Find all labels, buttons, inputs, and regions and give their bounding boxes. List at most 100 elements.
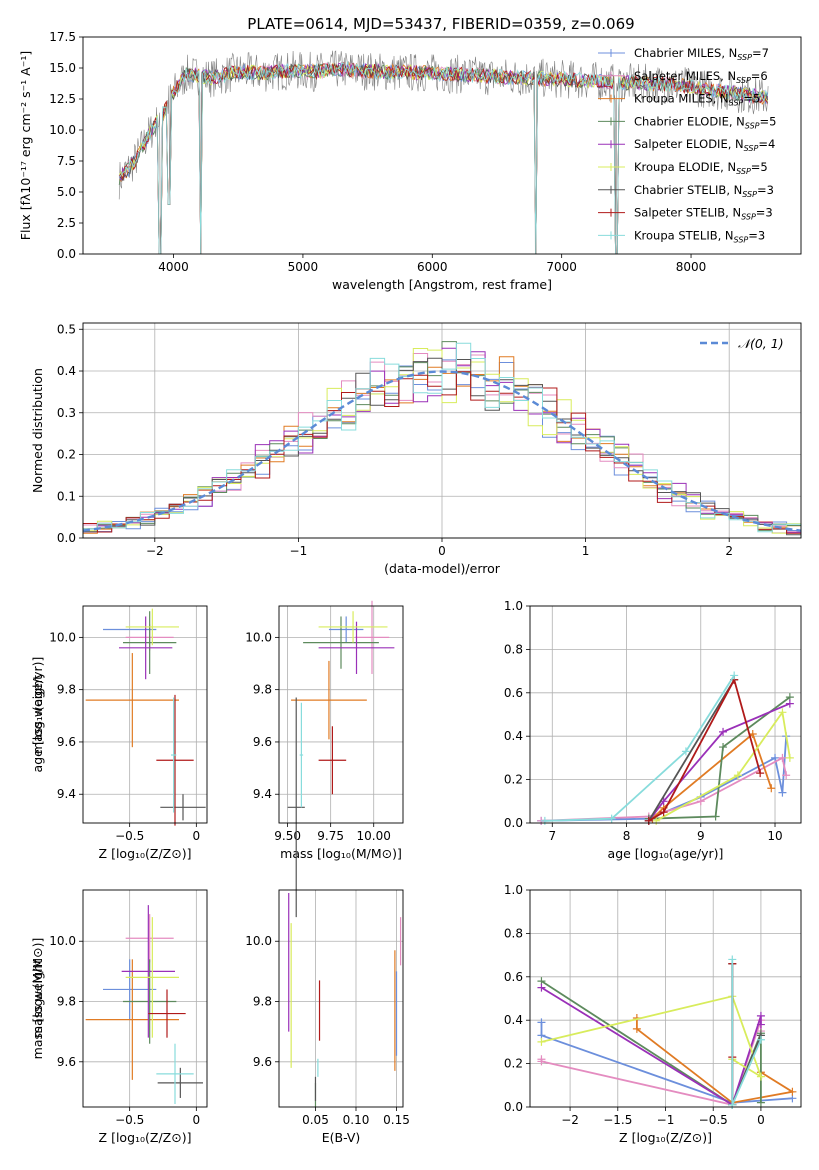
series-marker-kroupa_stelib xyxy=(728,1100,737,1109)
legend-suffix: =3 xyxy=(748,228,765,242)
data-point-salpeter_miles xyxy=(125,914,174,963)
y-tick-label: 0.4 xyxy=(504,1013,523,1027)
series-marker-kroupa_elodie xyxy=(537,1037,546,1046)
data-point-chabrier_elodie xyxy=(123,611,177,674)
legend-text: Salpeter MILES, N xyxy=(634,69,736,83)
y-tick-label: 0.4 xyxy=(57,364,76,378)
series-marker-salpeter_stelib xyxy=(659,808,668,817)
legend-text: Chabrier STELIB, N xyxy=(634,183,742,197)
y-tick-label: 0.2 xyxy=(504,773,523,787)
data-point-kroupa_miles xyxy=(291,660,367,740)
x-tick-label: 7000 xyxy=(546,260,577,274)
figure-title: PLATE=0614, MJD=53437, FIBERID=0359, z=0… xyxy=(247,15,634,33)
y-tick-label: 9.8 xyxy=(57,683,76,697)
axes-6: 0.05 0.10 0.15 9.6 9.8 10.0 E(B-V) xyxy=(245,889,410,1145)
y-tick-label: 9.4 xyxy=(253,787,272,801)
x-tick-label: 9.50 xyxy=(274,829,301,843)
x-tick-label: 10.00 xyxy=(357,829,391,843)
legend-suffix: =5 xyxy=(743,92,760,106)
series-marker-chabrier_miles xyxy=(771,753,780,762)
y-axis-label: Flux [fλ10⁻¹⁷ erg cm⁻² s⁻¹ A⁻¹] xyxy=(18,51,33,240)
legend-suffix: =3 xyxy=(756,206,773,220)
y-tick-label: 12.5 xyxy=(49,92,76,106)
x-tick-label: 8000 xyxy=(676,260,707,274)
y-tick-label: 15.0 xyxy=(49,61,76,75)
y-tick-label: 0.2 xyxy=(57,448,76,462)
legend-text: Kroupa STELIB, N xyxy=(634,228,734,242)
x-axis-label: wavelength [Angstrom, rest frame] xyxy=(332,277,552,292)
series-marker-salpeter_stelib xyxy=(756,769,765,778)
legend-label: Kroupa ELODIE, NSSP=5 xyxy=(634,160,768,176)
x-tick-label: 0.05 xyxy=(302,1113,329,1127)
data-point-salpeter_stelib xyxy=(318,726,347,795)
y-tick-label: 1.0 xyxy=(504,883,523,897)
series-marker-kroupa_stelib xyxy=(540,816,549,825)
x-tick-label: 1 xyxy=(582,544,590,558)
x-axis-label: age [log₁₀(age/yr)] xyxy=(608,846,724,861)
model-spectrum-salpeter_stelib xyxy=(118,61,768,254)
legend-label: Chabrier ELODIE, NSSP=5 xyxy=(634,114,776,130)
series-line-chabrier_stelib xyxy=(648,679,735,822)
axes-frame xyxy=(529,605,802,824)
series-marker-salpeter_miles xyxy=(537,1057,546,1066)
x-tick-label: −0.5 xyxy=(115,829,144,843)
observed-spectrum xyxy=(118,50,769,254)
x-tick-label: 9.75 xyxy=(317,829,344,843)
y-tick-label: 0.4 xyxy=(504,729,523,743)
y-tick-label: 0.8 xyxy=(504,926,523,940)
series-marker-salpeter_stelib xyxy=(644,816,653,825)
series-line-chabrier_elodie xyxy=(648,696,791,820)
x-tick-label: 6000 xyxy=(417,260,448,274)
legend-subscript: SSP xyxy=(741,213,756,222)
normal-curve xyxy=(82,370,802,532)
y-tick-label: 9.4 xyxy=(57,787,76,801)
axes-2: −0.5 0 9.4 9.6 9.8 10.0 Z [log₁₀(Z/Z⊙)] age [lo… xyxy=(30,605,208,861)
x-tick-label: 8 xyxy=(623,829,631,843)
x-tick-label: −1 xyxy=(290,544,308,558)
series-marker-kroupa_elodie xyxy=(652,816,661,825)
legend-text: Kroupa MILES, N xyxy=(634,92,729,106)
legend-text: Chabrier ELODIE, N xyxy=(634,114,745,128)
x-tick-label: 0.10 xyxy=(343,1113,370,1127)
y-tick-label: 0.6 xyxy=(504,686,523,700)
series-marker-salpeter_elodie xyxy=(756,1020,765,1029)
y-tick-label: 10.0 xyxy=(245,630,272,644)
legend-label: Salpeter MILES, NSSP=6 xyxy=(634,69,768,85)
series-line-salpeter_miles xyxy=(540,1019,762,1106)
series-marker-kroupa_stelib xyxy=(756,1035,765,1044)
legend-label: 𝒩(0, 1) xyxy=(738,336,784,351)
legend-subscript: SSP xyxy=(742,190,757,199)
x-tick-label: 2 xyxy=(725,544,733,558)
x-tick-label: 0 xyxy=(757,1113,765,1127)
data-point-salpeter_elodie xyxy=(318,621,395,674)
y-tick-label: 1.0 xyxy=(504,599,523,613)
y-tick-label: 10.0 xyxy=(49,934,76,948)
y-tick-label: 0.0 xyxy=(504,816,523,830)
y-tick-label: 2.5 xyxy=(57,216,76,230)
series-marker-salpeter_elodie xyxy=(785,699,794,708)
y-tick-label: 0.8 xyxy=(504,642,523,656)
axes-frame xyxy=(82,36,802,255)
axes-7: −2 −1.5 −1 −0.5 0 0.0 0.2 0.4 0.6 0.8 1.0 Z [log₁₀(… xyxy=(30,883,802,1145)
series-marker-chabrier_elodie xyxy=(711,812,720,821)
series-marker-salpeter_elodie xyxy=(756,1011,765,1020)
series-marker-salpeter_miles xyxy=(778,753,787,762)
legend-text: Salpeter ELODIE, N xyxy=(634,137,744,151)
x-tick-label: 7 xyxy=(548,829,556,843)
series-line-kroupa_stelib xyxy=(731,959,762,1106)
data-point-kroupa_elodie xyxy=(318,611,388,643)
series-marker-kroupa_miles xyxy=(632,1024,641,1033)
axes-5: −0.5 0 9.6 9.8 10.0 Z [log₁₀(Z/Z⊙)] mass [log₁… xyxy=(30,889,208,1145)
series-marker-kroupa_miles xyxy=(788,1087,797,1096)
legend-text: Salpeter STELIB, N xyxy=(634,206,741,220)
data-point-salpeter_stelib xyxy=(148,989,186,1038)
legend-subscript: SSP xyxy=(745,121,760,130)
axes-frame xyxy=(278,889,404,1108)
series-marker-chabrier_miles xyxy=(537,1018,546,1027)
y-tick-label: 0.0 xyxy=(57,247,76,261)
data-point-chabrier_miles xyxy=(328,616,364,643)
axes-frame xyxy=(82,322,802,539)
axes-0: 4000 5000 6000 7000 8000 0.0 2.5 5.0 7.5 10.0 12.5… xyxy=(18,30,802,292)
